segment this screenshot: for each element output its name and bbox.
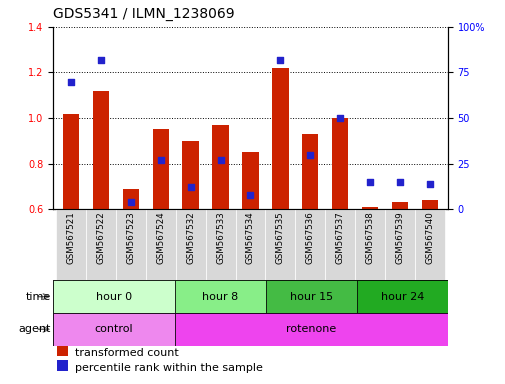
Text: GSM567521: GSM567521 bbox=[67, 212, 75, 264]
Text: GSM567535: GSM567535 bbox=[275, 212, 284, 264]
Bar bbox=[174, 280, 265, 313]
Text: GDS5341 / ILMN_1238069: GDS5341 / ILMN_1238069 bbox=[53, 7, 234, 21]
Bar bbox=[116, 209, 145, 280]
Text: hour 8: hour 8 bbox=[201, 291, 238, 302]
Bar bbox=[175, 209, 205, 280]
Bar bbox=[122, 189, 139, 209]
Text: hour 24: hour 24 bbox=[380, 291, 423, 302]
Bar bbox=[414, 209, 444, 280]
Bar bbox=[53, 280, 174, 313]
Bar bbox=[57, 345, 68, 356]
Point bbox=[276, 57, 284, 63]
Bar bbox=[384, 209, 414, 280]
Bar bbox=[272, 68, 288, 209]
Point bbox=[186, 184, 194, 190]
Text: hour 15: hour 15 bbox=[289, 291, 332, 302]
Point bbox=[157, 157, 165, 163]
Text: GSM567532: GSM567532 bbox=[186, 212, 195, 264]
Bar bbox=[242, 152, 258, 209]
Bar bbox=[53, 313, 174, 346]
Bar bbox=[152, 129, 169, 209]
Point bbox=[97, 57, 105, 63]
Bar bbox=[235, 209, 265, 280]
Point bbox=[67, 78, 75, 84]
Point bbox=[335, 115, 343, 121]
Bar bbox=[295, 209, 325, 280]
Bar bbox=[92, 91, 109, 209]
Bar bbox=[265, 209, 295, 280]
Bar bbox=[421, 200, 437, 209]
Text: GSM567522: GSM567522 bbox=[96, 212, 105, 264]
Text: GSM567534: GSM567534 bbox=[245, 212, 255, 264]
Bar bbox=[145, 209, 175, 280]
Bar bbox=[182, 141, 198, 209]
Bar bbox=[331, 118, 348, 209]
Bar bbox=[391, 202, 408, 209]
Text: GSM567536: GSM567536 bbox=[305, 212, 314, 264]
Point bbox=[127, 199, 135, 205]
Text: GSM567540: GSM567540 bbox=[425, 212, 433, 264]
Text: GSM567523: GSM567523 bbox=[126, 212, 135, 264]
Bar bbox=[56, 209, 86, 280]
Text: GSM567538: GSM567538 bbox=[365, 212, 374, 264]
Text: rotenone: rotenone bbox=[285, 324, 336, 334]
Bar bbox=[86, 209, 116, 280]
Text: control: control bbox=[94, 324, 133, 334]
Text: hour 0: hour 0 bbox=[95, 291, 132, 302]
Bar bbox=[205, 209, 235, 280]
Point bbox=[425, 181, 433, 187]
Bar bbox=[301, 134, 318, 209]
Bar bbox=[212, 125, 228, 209]
Text: agent: agent bbox=[18, 324, 50, 334]
Bar bbox=[57, 360, 68, 371]
Text: time: time bbox=[25, 291, 50, 302]
Text: GSM567524: GSM567524 bbox=[156, 212, 165, 264]
Text: GSM567537: GSM567537 bbox=[335, 212, 344, 264]
Bar bbox=[63, 114, 79, 209]
Point bbox=[395, 179, 403, 185]
Text: transformed count: transformed count bbox=[75, 348, 178, 358]
Bar bbox=[355, 209, 384, 280]
Bar bbox=[361, 207, 378, 209]
Bar bbox=[356, 280, 447, 313]
Text: GSM567539: GSM567539 bbox=[395, 212, 403, 264]
Bar bbox=[325, 209, 355, 280]
Point bbox=[365, 179, 373, 185]
Bar bbox=[265, 280, 356, 313]
Point bbox=[306, 152, 314, 158]
Text: percentile rank within the sample: percentile rank within the sample bbox=[75, 363, 262, 373]
Point bbox=[216, 157, 224, 163]
Point bbox=[246, 192, 254, 198]
Bar bbox=[174, 313, 447, 346]
Text: GSM567533: GSM567533 bbox=[216, 212, 225, 264]
